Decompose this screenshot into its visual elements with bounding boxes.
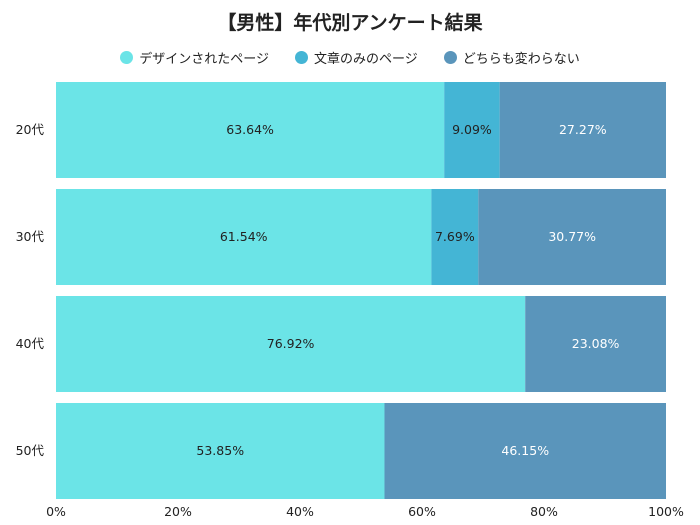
bar-segment: [56, 403, 385, 499]
x-tick-label: 20%: [164, 504, 192, 519]
category-label: 40代: [16, 336, 45, 351]
legend-item-no-difference: どちらも変わらない: [443, 48, 580, 67]
bar-segment: [56, 189, 432, 285]
bar-segment: [431, 189, 479, 285]
x-tick-label: 80%: [530, 504, 558, 519]
x-tick-label: 60%: [408, 504, 436, 519]
data-label: 61.54%: [220, 229, 268, 244]
legend-swatch: [294, 51, 308, 64]
x-tick-label: 40%: [286, 504, 314, 519]
data-label: 76.92%: [267, 336, 315, 351]
legend-item-designed: デザインされたページ: [120, 48, 269, 67]
data-label: 7.69%: [435, 229, 475, 244]
data-label: 23.08%: [572, 336, 620, 351]
legend-swatch: [443, 51, 457, 64]
x-tick-label: 0%: [46, 504, 66, 519]
category-label: 50代: [16, 443, 45, 458]
data-label: 63.64%: [226, 122, 274, 137]
legend-item-text-only: 文章のみのページ: [294, 48, 418, 67]
data-label: 9.09%: [452, 122, 492, 137]
legend: デザインされたページ 文章のみのページ どちらも変わらない: [0, 48, 700, 67]
bar-segment: [56, 82, 445, 178]
bar-segment: [525, 296, 666, 392]
legend-label: どちらも変わらない: [462, 52, 580, 67]
data-label: 27.27%: [559, 122, 607, 137]
legend-label: 文章のみのページ: [313, 52, 418, 67]
legend-swatch: [120, 51, 134, 64]
category-label: 30代: [16, 229, 45, 244]
data-label: 30.77%: [548, 229, 596, 244]
bar-segment: [499, 82, 666, 178]
x-tick-label: 100%: [648, 504, 684, 519]
legend-label: デザインされたページ: [139, 52, 269, 67]
bar-segment: [444, 82, 500, 178]
data-label: 53.85%: [196, 443, 244, 458]
bar-segment: [478, 189, 666, 285]
data-label: 46.15%: [501, 443, 549, 458]
bar-segment: [384, 403, 666, 499]
chart-title: 【男性】年代別アンケート結果: [217, 12, 483, 34]
bar-segment: [56, 296, 526, 392]
category-label: 20代: [16, 122, 45, 137]
